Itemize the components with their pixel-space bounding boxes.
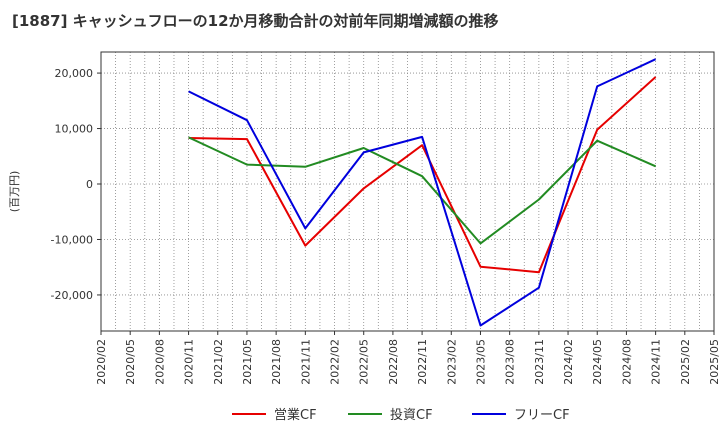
x-tick-label: 2023/05 [474, 339, 487, 385]
x-tick-label: 2021/02 [212, 339, 225, 385]
y-tick-label: 20,000 [55, 67, 94, 80]
legend-label: 営業CF [274, 407, 317, 423]
series-line-2 [188, 136, 657, 245]
x-tick-label: 2024/08 [620, 339, 633, 385]
x-tick-label: 2020/02 [95, 339, 108, 385]
x-tick-label: 2022/11 [416, 339, 429, 385]
y-tick-label: -20,000 [51, 289, 93, 302]
x-tick-label: 2021/05 [241, 339, 254, 385]
x-tick-label: 2022/05 [358, 339, 371, 385]
x-tick-label: 2024/11 [650, 339, 663, 385]
series-line-3 [188, 58, 657, 327]
x-tick-label: 2021/08 [270, 339, 283, 385]
y-tick-label: 10,000 [55, 123, 94, 136]
x-tick-label: 2021/11 [299, 339, 312, 385]
x-tick-label: 2023/11 [533, 339, 546, 385]
x-tick-label: 2020/08 [153, 339, 166, 385]
y-tick-label: -10,000 [51, 233, 93, 246]
x-tick-label: 2023/08 [504, 339, 517, 385]
x-tick-label: 2025/05 [708, 339, 720, 385]
x-tick-label: 2024/02 [562, 339, 575, 385]
series-line-1 [188, 76, 657, 274]
x-tick-label: 2022/02 [329, 339, 342, 385]
x-tick-label: 2020/11 [183, 339, 196, 385]
x-tick-label: 2022/08 [387, 339, 400, 385]
chart-title: [1887] キャッシュフローの12か月移動合計の対前年同期増減額の推移 [12, 12, 499, 30]
x-tick-label: 2024/05 [591, 339, 604, 385]
x-tick-label: 2023/02 [445, 339, 458, 385]
x-tick-label: 2020/05 [124, 339, 137, 385]
legend-label: フリーCF [514, 408, 570, 423]
x-tick-label: 2025/02 [679, 339, 692, 385]
plot-frame [100, 51, 715, 332]
y-axis-label: (百万円) [8, 171, 21, 213]
legend-label: 投資CF [390, 407, 433, 423]
y-tick-label: 0 [86, 178, 93, 191]
